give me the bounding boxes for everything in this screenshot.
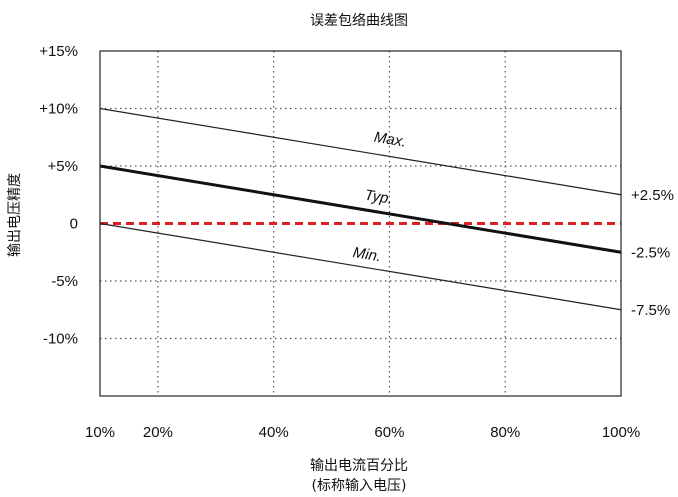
series-line-typ [99, 164, 622, 254]
y-tick-label: 0 [70, 216, 78, 233]
series-label-max: Max. [373, 129, 408, 151]
x-axis-title-line2: (标称输入电压) [312, 478, 407, 494]
grid-lines [100, 51, 621, 396]
end-value-label-typ: -2.5% [631, 244, 670, 261]
y-tick-label: +10% [39, 101, 78, 118]
series-lines [99, 107, 622, 311]
y-tick-labels: +15% +10% +5% 0 -5% -10% [39, 43, 78, 348]
y-axis-title: 输出电压精度 [7, 173, 23, 257]
end-value-label-min: -7.5% [631, 302, 670, 319]
series-line-min [99, 222, 622, 311]
plot-frame [99, 50, 622, 397]
x-tick-labels: 10% 20% 40% 60% 80% 100% [85, 424, 640, 441]
y-tick-label: -5% [51, 273, 78, 290]
y-tick-label: +5% [48, 158, 78, 175]
x-tick-label: 10% [85, 424, 115, 441]
x-axis-title-line1: 输出电流百分比 [310, 458, 408, 474]
series-line-max [99, 107, 622, 196]
x-tick-label: 20% [143, 424, 173, 441]
x-tick-label: 60% [374, 424, 404, 441]
end-value-label-max: +2.5% [631, 187, 674, 204]
series-labels: Max. Typ. Min. [352, 129, 408, 266]
series-label-min: Min. [352, 244, 383, 265]
x-tick-label: 80% [490, 424, 520, 441]
y-tick-label: +15% [39, 43, 78, 60]
end-value-labels: +2.5% -2.5% -7.5% [631, 187, 674, 319]
x-tick-label: 100% [602, 424, 640, 441]
series-label-typ: Typ. [363, 187, 393, 208]
x-tick-label: 40% [259, 424, 289, 441]
y-tick-label: -10% [43, 331, 78, 348]
chart-title: 误差包络曲线图 [310, 13, 408, 29]
